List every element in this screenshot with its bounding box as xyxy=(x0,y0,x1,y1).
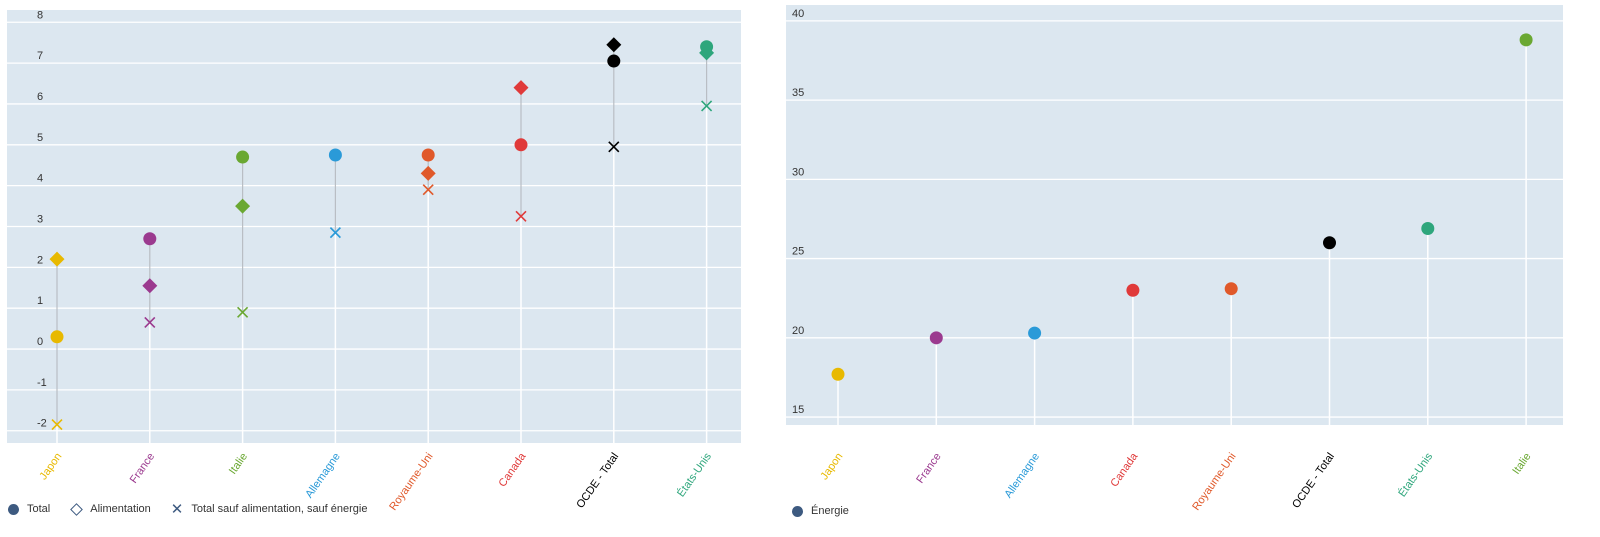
point-energie-italie xyxy=(1519,33,1533,47)
point-total-sauf-alimentation-sauf-energie-japon xyxy=(51,419,63,431)
point-alimentation-canada xyxy=(513,80,529,96)
y-tick-label: 3 xyxy=(37,214,43,226)
category-label: Japon xyxy=(37,451,64,482)
point-energie-japon xyxy=(831,367,845,381)
y-tick-label: 40 xyxy=(792,8,804,20)
y-tick-label: 20 xyxy=(792,325,804,337)
point-total-sauf-alimentation-sauf-energie-italie xyxy=(237,306,249,318)
point-total-sauf-alimentation-sauf-energie-ocde-total xyxy=(608,141,620,153)
x-mark-stroke xyxy=(422,184,434,196)
category-label: Italie xyxy=(227,451,250,477)
point-alimentation-royaume-uni xyxy=(420,165,436,181)
circle-marker-icon xyxy=(8,503,19,515)
y-tick-label: 5 xyxy=(37,132,43,144)
point-total-sauf-alimentation-sauf-energie-canada xyxy=(515,210,527,222)
point-total-sauf-alimentation-sauf-energie-etats-unis xyxy=(701,100,713,112)
x-mark-stroke xyxy=(51,419,63,431)
point-energie-allemagne xyxy=(1028,326,1042,340)
category-label: OCDE - Total xyxy=(1290,451,1337,511)
category-label: Canada xyxy=(1108,450,1140,489)
y-tick-label: 25 xyxy=(792,246,804,258)
point-alimentation-france xyxy=(142,278,158,294)
legend-label-alimentation: Alimentation xyxy=(90,503,151,515)
y-tick-label: 4 xyxy=(37,173,43,185)
right-chart: 15 20 25 30 35 40 Japon France Allemagne Canada Ro… xyxy=(786,5,1563,513)
category-label: Allemagne xyxy=(303,451,343,500)
point-total-japon xyxy=(50,330,64,344)
diamond-marker-icon xyxy=(70,502,84,516)
x-mark-stroke xyxy=(515,210,527,222)
category-label: Allemagne xyxy=(1002,451,1042,500)
x-mark-stroke xyxy=(701,100,713,112)
legend-item-alimentation[interactable]: Alimentation xyxy=(70,502,151,516)
x-mark-stroke xyxy=(608,141,620,153)
plot-area xyxy=(786,5,1563,425)
point-alimentation-ocde-total xyxy=(606,37,622,53)
point-energie-royaume-uni xyxy=(1224,282,1238,296)
point-total-sauf-alimentation-sauf-energie-allemagne xyxy=(329,227,341,239)
left-chart: -2 -1 0 1 2 3 4 5 6 7 8 Japon France Italie Allemagne R… xyxy=(7,9,741,513)
x-mark-stroke xyxy=(237,306,249,318)
x-mark-stroke xyxy=(329,227,341,239)
category-label: France xyxy=(128,451,157,486)
point-alimentation-etats-unis xyxy=(699,45,715,61)
category-label: OCDE - Total xyxy=(574,451,621,511)
y-tick-label: 6 xyxy=(37,91,43,103)
x-mark-stroke xyxy=(144,316,156,329)
point-total-italie xyxy=(236,150,250,164)
legend-label-energie: Énergie xyxy=(811,505,849,517)
point-total-sauf-alimentation-sauf-energie-royaume-uni xyxy=(422,184,434,196)
legend-item-total[interactable]: Total xyxy=(8,503,50,515)
circle-marker-icon xyxy=(792,505,803,517)
legend-label-core: Total sauf alimentation, sauf énergie xyxy=(191,503,368,515)
point-alimentation-japon xyxy=(49,251,65,267)
y-tick-label: 35 xyxy=(792,87,804,99)
category-label: États-Unis xyxy=(674,450,714,499)
category-label: France xyxy=(914,451,943,486)
right-chart-panel: 15 20 25 30 35 40 Japon France Allemagne Canada Ro… xyxy=(786,0,1600,537)
category-label: États-Unis xyxy=(1395,450,1435,499)
y-tick-label: 1 xyxy=(37,295,43,307)
y-tick-label: 15 xyxy=(792,404,804,416)
point-total-sauf-alimentation-sauf-energie-france xyxy=(144,316,156,329)
legend-item-core[interactable]: ✕ Total sauf alimentation, sauf énergie xyxy=(170,500,368,518)
point-total-allemagne xyxy=(328,148,342,162)
point-total-france xyxy=(143,232,157,246)
point-energie-france xyxy=(929,331,943,345)
category-label: Royaume-Uni xyxy=(387,451,435,513)
point-energie-canada xyxy=(1126,283,1140,297)
point-energie-ocde-total xyxy=(1323,236,1336,250)
point-energie-etats-unis xyxy=(1421,221,1435,235)
category-label: Royaume-Uni xyxy=(1190,451,1238,513)
x-marker-icon: ✕ xyxy=(170,500,184,518)
y-tick-label: -2 xyxy=(37,418,47,430)
point-total-ocde-total xyxy=(607,54,621,68)
y-tick-label: 30 xyxy=(792,166,804,178)
legend-label-total: Total xyxy=(27,503,51,515)
y-tick-label: 2 xyxy=(37,254,43,266)
y-tick-label: 7 xyxy=(37,50,43,62)
legend-item-energie[interactable]: Énergie xyxy=(792,505,849,517)
point-alimentation-italie xyxy=(235,198,251,214)
category-label: Japon xyxy=(818,451,845,482)
y-tick-label: -1 xyxy=(37,377,47,389)
left-legend: Total Alimentation ✕ Total sauf alimenta… xyxy=(8,500,387,518)
right-legend: Énergie xyxy=(792,505,869,517)
point-total-royaume-uni xyxy=(421,148,435,162)
category-label: Italie xyxy=(1510,451,1533,477)
y-tick-label: 8 xyxy=(37,9,43,21)
category-label: Canada xyxy=(497,450,529,489)
left-chart-panel: -2 -1 0 1 2 3 4 5 6 7 8 Japon France Italie Allemagne R… xyxy=(0,0,780,537)
point-total-canada xyxy=(514,138,528,152)
y-tick-label: 0 xyxy=(37,336,43,348)
